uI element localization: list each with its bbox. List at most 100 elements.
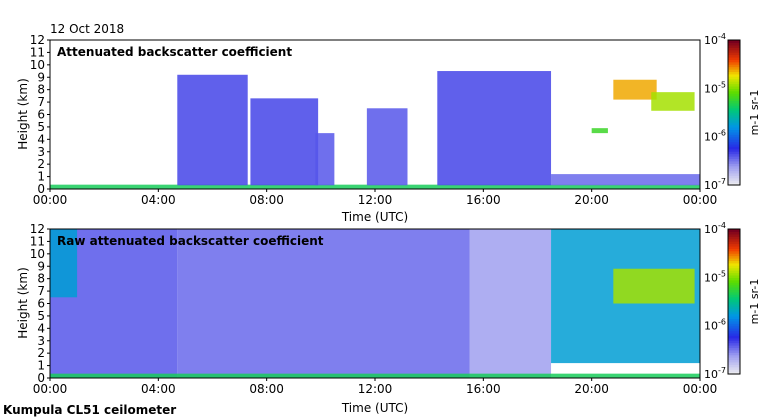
colorbar-cell xyxy=(728,105,740,109)
instrument-label: Kumpula CL51 ceilometer xyxy=(3,403,176,417)
x-tick-label: 16:00 xyxy=(466,382,501,396)
colorbar-cell xyxy=(728,64,740,68)
x-tick-label: 00:00 xyxy=(33,382,68,396)
colorbar-cell xyxy=(728,66,740,70)
colorbar-cell xyxy=(728,369,740,373)
colorbar-tick-label: 10-7 xyxy=(704,177,726,192)
colorbar-cell xyxy=(728,260,740,264)
colorbar-unit: m-1 sr-1 xyxy=(748,279,761,325)
colorbar-cell xyxy=(728,170,740,174)
colorbar-cell xyxy=(728,328,740,332)
colorbar-cell xyxy=(728,258,740,262)
colorbar-tick-label: 10-5 xyxy=(704,269,726,284)
colorbar-cell xyxy=(728,313,740,317)
backscatter-field-1 xyxy=(50,71,700,189)
colorbar-cell xyxy=(728,354,740,358)
colorbar-cell xyxy=(728,347,740,351)
colorbar-cell xyxy=(728,153,740,157)
colorbar-cell xyxy=(728,277,740,281)
y-tick-label: 6 xyxy=(37,108,45,122)
colorbar-cell xyxy=(728,316,740,320)
colorbar-cell xyxy=(728,243,740,247)
y-tick-label: 1 xyxy=(37,170,45,184)
x-tick-label: 12:00 xyxy=(358,382,393,396)
colorbar-cell xyxy=(728,231,740,235)
colorbar-cell xyxy=(728,163,740,167)
colorbar-tick-label: 10-4 xyxy=(704,32,726,47)
colorbar-cell xyxy=(728,47,740,51)
colorbar-cell xyxy=(728,229,740,233)
colorbar-cell xyxy=(728,76,740,80)
colorbar-cell xyxy=(728,71,740,75)
colorbar-cell xyxy=(728,291,740,295)
colorbar-tick-label: 10-7 xyxy=(704,366,726,381)
colorbar-cell xyxy=(728,124,740,128)
backscatter-region xyxy=(366,108,408,186)
colorbar-cell xyxy=(728,93,740,97)
colorbar-cell xyxy=(728,335,740,339)
y-tick-label: 12 xyxy=(30,33,45,47)
colorbar-cell xyxy=(728,248,740,252)
colorbar-cell xyxy=(728,102,740,106)
colorbar-cell xyxy=(728,172,740,176)
colorbar-cell xyxy=(728,306,740,310)
y-tick-label: 1 xyxy=(37,359,45,373)
colorbar-cell xyxy=(728,270,740,274)
colorbar-cell xyxy=(728,294,740,298)
x-axis-2: 00:00 04:00 08:00 12:00 16:00 20:00 00:00 xyxy=(33,378,718,396)
colorbar-cell xyxy=(728,148,740,152)
colorbar-cell xyxy=(728,359,740,363)
colorbar-cell xyxy=(728,245,740,249)
colorbar-cell xyxy=(728,54,740,58)
colorbar-cell xyxy=(728,296,740,300)
colorbar-cell xyxy=(728,284,740,288)
colorbar-cell xyxy=(728,165,740,169)
x-axis-1: 00:00 04:00 08:00 12:00 16:00 20:00 00:00 xyxy=(33,189,718,207)
y-tick-label: 4 xyxy=(37,132,45,146)
colorbar-cell xyxy=(728,352,740,356)
backscatter-region xyxy=(177,74,248,186)
colorbar-cell xyxy=(728,141,740,145)
colorbar-cell xyxy=(728,345,740,349)
colorbar-cell xyxy=(728,274,740,278)
panel-attenuated: Attenuated backscatter coefficient 01234… xyxy=(16,32,761,224)
colorbar-cell xyxy=(728,127,740,131)
x-tick-label: 00:00 xyxy=(683,382,718,396)
colorbar-cell xyxy=(728,168,740,172)
backscatter-region xyxy=(50,373,700,378)
colorbar-cell xyxy=(728,287,740,291)
x-tick-label: 00:00 xyxy=(683,193,718,207)
y-tick-label: 6 xyxy=(37,297,45,311)
colorbar-cell xyxy=(728,182,740,186)
colorbar-cell xyxy=(728,238,740,242)
colorbar-cell xyxy=(728,49,740,53)
colorbar-cell xyxy=(728,272,740,276)
colorbar-frame xyxy=(727,228,741,375)
colorbar-cell xyxy=(728,52,740,56)
colorbar-cell xyxy=(728,117,740,121)
colorbar-cell xyxy=(728,361,740,365)
backscatter-region xyxy=(315,133,335,186)
colorbar-cell xyxy=(728,40,740,44)
colorbar-cell xyxy=(728,299,740,303)
colorbar-cell xyxy=(728,301,740,305)
colorbar-cell xyxy=(728,110,740,114)
colorbar-cell xyxy=(728,236,740,240)
colorbar-cell xyxy=(728,100,740,104)
backscatter-region xyxy=(551,174,700,186)
colorbar-cell xyxy=(728,262,740,266)
colorbar-cell xyxy=(728,158,740,162)
colorbar-cell xyxy=(728,349,740,353)
backscatter-region xyxy=(50,229,78,298)
panel-title-2: Raw attenuated backscatter coefficient xyxy=(57,234,324,248)
colorbar-cell xyxy=(728,59,740,63)
colorbar-cell xyxy=(728,160,740,164)
colorbar-cell xyxy=(728,61,740,65)
colorbar-cell xyxy=(728,180,740,184)
y-tick-label: 11 xyxy=(30,234,45,248)
y-tick-label: 0 xyxy=(37,182,45,196)
colorbar-frame xyxy=(727,39,741,186)
y-tick-label: 11 xyxy=(30,45,45,59)
colorbar-cell xyxy=(728,282,740,286)
